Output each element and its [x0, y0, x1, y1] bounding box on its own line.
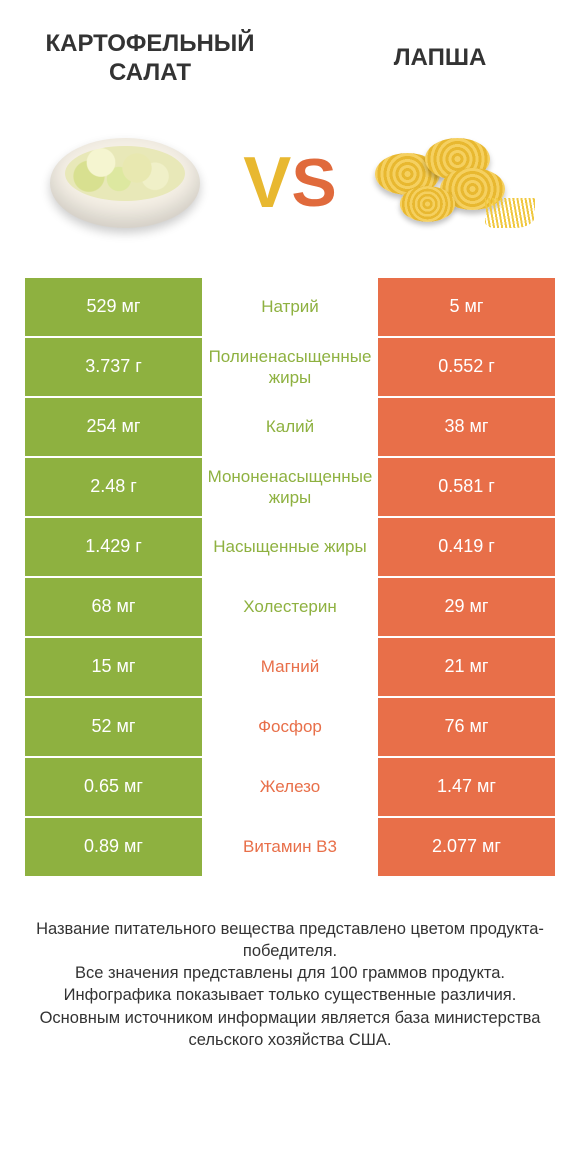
left-product-image: [40, 118, 210, 248]
noodles-icon: [370, 128, 540, 238]
left-value: 0.65 мг: [25, 758, 202, 818]
left-product-title: КАРТОФЕЛЬНЫЙ САЛАТ: [40, 30, 260, 88]
left-value: 2.48 г: [25, 458, 202, 518]
left-value: 52 мг: [25, 698, 202, 758]
left-value: 15 мг: [25, 638, 202, 698]
left-value: 254 мг: [25, 398, 202, 458]
right-value: 5 мг: [378, 278, 555, 338]
right-value: 21 мг: [378, 638, 555, 698]
right-value: 0.581 г: [378, 458, 555, 518]
vs-label: VS: [243, 147, 336, 219]
nutrient-label: Витамин B3: [202, 818, 378, 878]
footer-line: Название питательного вещества представл…: [25, 918, 555, 963]
nutrient-label: Фосфор: [202, 698, 378, 758]
nutrient-label: Холестерин: [202, 578, 378, 638]
table-row: 2.48 гМононенасыщенные жиры0.581 г: [0, 458, 580, 518]
left-value: 0.89 мг: [25, 818, 202, 878]
table-row: 0.65 мгЖелезо1.47 мг: [0, 758, 580, 818]
nutrient-label: Натрий: [202, 278, 378, 338]
nutrient-label: Насыщенные жиры: [202, 518, 378, 578]
left-value: 68 мг: [25, 578, 202, 638]
table-row: 68 мгХолестерин29 мг: [0, 578, 580, 638]
nutrient-label: Мононенасыщенные жиры: [202, 458, 378, 518]
right-value: 0.552 г: [378, 338, 555, 398]
left-value: 3.737 г: [25, 338, 202, 398]
table-row: 1.429 гНасыщенные жиры0.419 г: [0, 518, 580, 578]
header: КАРТОФЕЛЬНЫЙ САЛАТ ЛАПША: [0, 0, 580, 98]
table-row: 254 мгКалий38 мг: [0, 398, 580, 458]
vs-v: V: [243, 147, 291, 219]
left-value: 529 мг: [25, 278, 202, 338]
right-value: 2.077 мг: [378, 818, 555, 878]
right-value: 1.47 мг: [378, 758, 555, 818]
nutrient-label: Калий: [202, 398, 378, 458]
right-value: 38 мг: [378, 398, 555, 458]
right-product-image: [370, 118, 540, 248]
footer-line: Инфографика показывает только существенн…: [25, 984, 555, 1006]
vs-s: S: [291, 149, 336, 217]
table-row: 529 мгНатрий5 мг: [0, 278, 580, 338]
table-row: 3.737 гПолиненасыщенные жиры0.552 г: [0, 338, 580, 398]
bowl-icon: [50, 138, 200, 228]
right-value: 0.419 г: [378, 518, 555, 578]
right-value: 29 мг: [378, 578, 555, 638]
footer-notes: Название питательного вещества представл…: [0, 878, 580, 1072]
footer-line: Все значения представлены для 100 граммо…: [25, 962, 555, 984]
nutrient-label: Магний: [202, 638, 378, 698]
right-product-title: ЛАПША: [340, 30, 540, 88]
table-row: 15 мгМагний21 мг: [0, 638, 580, 698]
images-row: VS: [0, 98, 580, 278]
nutrient-label: Железо: [202, 758, 378, 818]
footer-line: Основным источником информации является …: [25, 1007, 555, 1052]
right-value: 76 мг: [378, 698, 555, 758]
comparison-table: 529 мгНатрий5 мг3.737 гПолиненасыщенные …: [0, 278, 580, 878]
nutrient-label: Полиненасыщенные жиры: [202, 338, 378, 398]
salad-icon: [65, 146, 185, 201]
table-row: 0.89 мгВитамин B32.077 мг: [0, 818, 580, 878]
table-row: 52 мгФосфор76 мг: [0, 698, 580, 758]
left-value: 1.429 г: [25, 518, 202, 578]
